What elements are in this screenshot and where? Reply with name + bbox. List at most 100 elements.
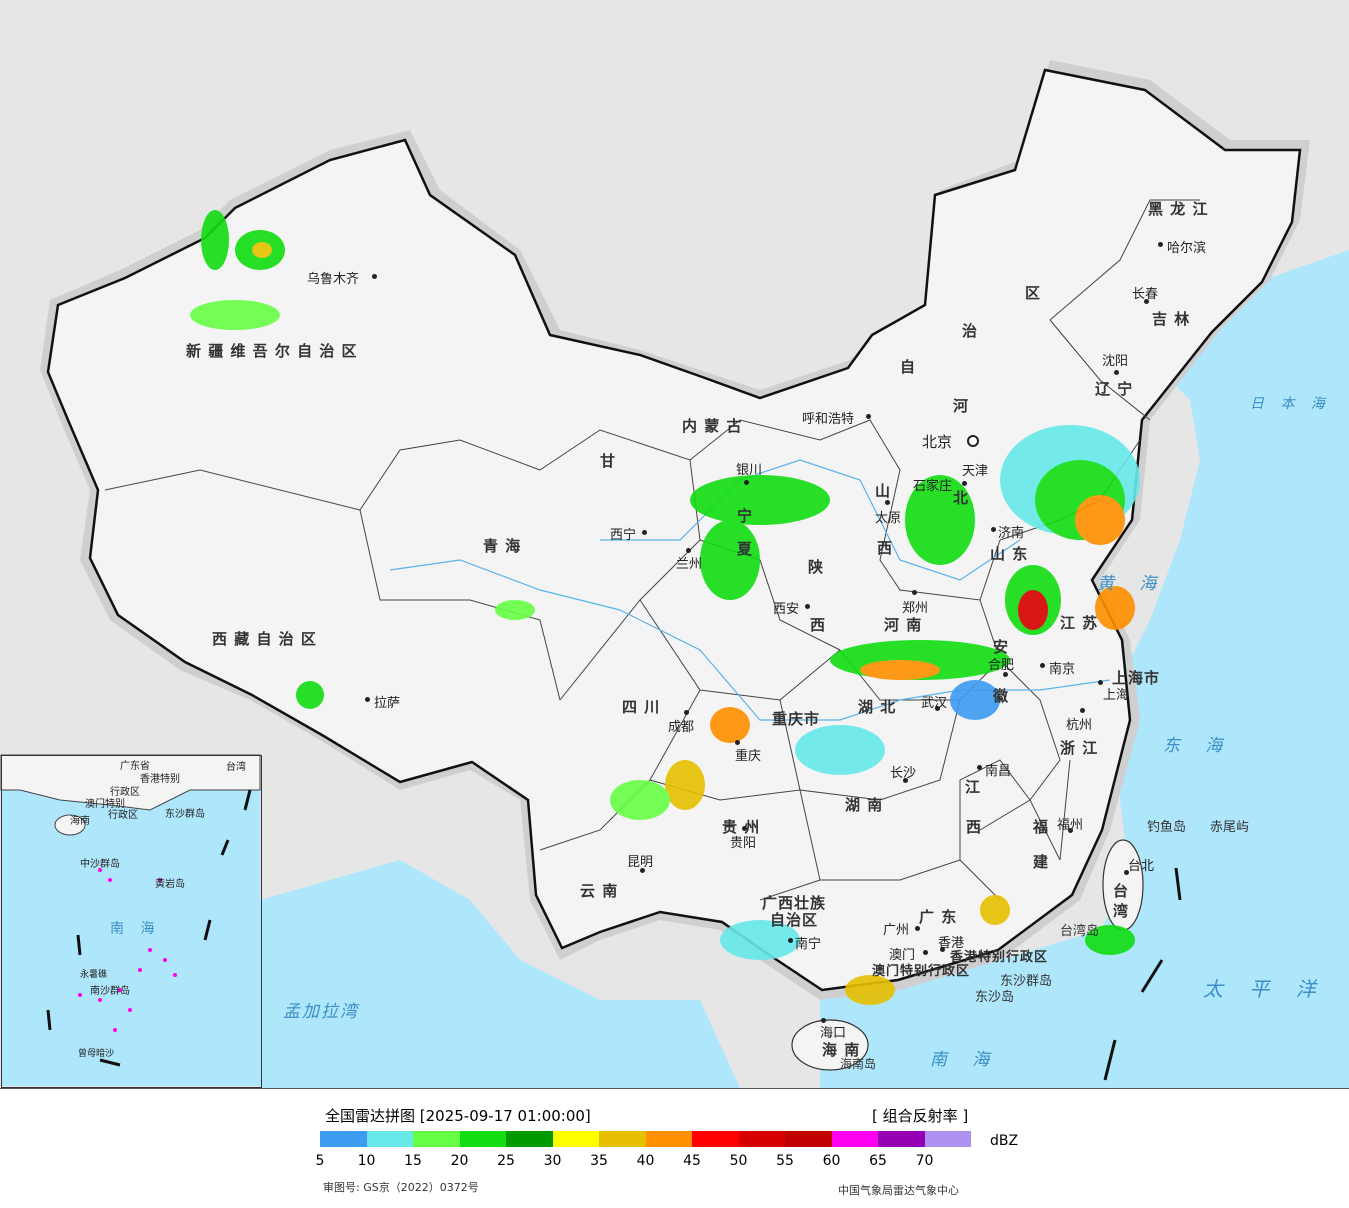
city-label: 石家庄 [913,479,953,494]
island-label: 赤尾屿 [1210,820,1250,835]
city-marker [1040,663,1045,668]
hainan-island [791,1019,869,1071]
inset-label: 永暑礁 [80,970,108,980]
tick-label: 65 [869,1153,887,1169]
sea-label-yellow: 黄 海 [1097,574,1167,594]
island-label: 东沙群岛 [1000,974,1053,989]
tick-label: 15 [404,1153,422,1169]
inset-label: 南沙群岛 [90,986,130,997]
tick-label: 55 [776,1153,794,1169]
region-label-ningxia-xia: 夏 [737,540,754,558]
inset-islands [78,868,177,1032]
city-marker [912,590,917,595]
region-label-hainan: 海 南 [822,1041,861,1059]
region-label-qinghai: 青 海 [483,537,522,555]
inset-map [1,755,260,1086]
region-label-guangxi-zizhiqu: 自治区 [770,911,819,929]
tick-label: 40 [636,1153,655,1169]
city-label: 长春 [1132,287,1159,302]
city-marker [991,527,996,532]
region-label-sichuan: 四 川 [622,698,661,716]
city-marker [821,1018,826,1023]
region-label-jiangxi-jiang: 江 [965,778,982,796]
city-label: 西宁 [610,528,637,543]
city-label: 拉萨 [374,696,401,711]
city-marker [742,826,747,831]
city-marker [1158,242,1163,247]
region-label-henan: 河 南 [884,616,923,634]
region-label-hubei: 湖 北 [858,698,897,716]
city-marker [788,938,793,943]
city-label: 南昌 [985,764,1012,779]
inset-frame [1,755,262,1088]
sea-label-east: 东 海 [1163,736,1233,756]
color-swatch [738,1131,785,1147]
region-label-guizhou: 贵 州 [722,818,761,836]
city-label: 合肥 [988,658,1015,673]
region-label-neimenggu: 内 蒙 古 [682,417,743,435]
region-label-shanxi-shan: 山 [875,482,892,500]
city-marker [940,947,945,952]
region-label-shaanxi-shan: 陕 [808,558,825,576]
city-label: 西安 [773,602,800,617]
city-label-capital: 北京 [922,433,953,451]
region-label-anhui-an: 安 [993,638,1010,656]
city-marker [903,778,908,783]
city-marker [1114,370,1119,375]
island-label: 东沙岛 [975,990,1015,1005]
region-label-neimenggu-qu: 区 [1025,284,1042,302]
color-swatch [785,1131,832,1147]
inset-label: 黄岩岛 [155,879,185,890]
credit-label: 中国气象局雷达气象中心 [838,1184,959,1197]
sea-label-pacific: 太 平 洋 [1203,977,1326,1001]
region-label-jiangxi-xi: 西 [966,818,983,836]
city-label: 济南 [998,526,1025,541]
city-marker [866,414,871,419]
legend-panel: 全国雷达拼图 [2025-09-17 01:00:00] [ 组合反射率 ] 5… [0,1089,1349,1208]
city-marker [1144,299,1149,304]
city-label: 昆明 [627,855,654,870]
city-marker [805,604,810,609]
tick-label: 35 [590,1153,608,1169]
region-label-anhui-hui: 徽 [993,687,1010,705]
tick-label: 45 [683,1153,701,1169]
region-label-yunnan: 云 南 [580,882,619,900]
tick-label: 30 [543,1153,562,1169]
region-label-jiangsu: 江 苏 [1060,614,1099,632]
city-marker [962,481,967,486]
region-label-xinjiang: 新 疆 维 吾 尔 自 治 区 [186,342,358,360]
tick-label: 50 [729,1153,748,1169]
tick-label: 10 [357,1153,376,1169]
city-marker [1098,680,1103,685]
inset-label: 台湾 [226,762,246,773]
color-scale-bar [320,1131,971,1147]
city-marker [684,710,689,715]
inset-label: 东沙群岛 [165,809,205,820]
city-marker [915,926,920,931]
region-label-guangxi: 广西壮族 [762,894,827,912]
region-label-gansu: 甘 [600,452,617,470]
city-label: 贵阳 [730,836,757,851]
inset-sea-label: 南 海 [110,921,161,937]
color-swatch [413,1131,460,1147]
inset-label: 行政区 [110,787,140,798]
city-label: 上海 [1103,688,1130,703]
region-label-ningxia-ning: 宁 [737,507,754,525]
sea-bengal [260,860,740,1088]
city-label: 郑州 [902,601,929,616]
city-label: 乌鲁木齐 [307,272,360,287]
city-marker [885,500,890,505]
region-label-taiwan-wan: 湾 [1113,902,1130,920]
nine-dash-line [1103,867,1182,1081]
inset-label: 香港特别 [140,774,180,785]
map-canvas [0,60,1349,1088]
region-label-neimenggu-zi: 自 [900,358,917,376]
region-label-guangdong: 广 东 [919,908,958,926]
radar-map[interactable]: 新 疆 维 吾 尔 自 治 区 西 藏 自 治 区 青 海 甘 内 蒙 古 自 … [0,0,1349,1089]
product-name: [ 组合反射率 ] [872,1107,969,1125]
tick-label: 25 [497,1153,515,1169]
inset-label: 行政区 [108,810,138,821]
inset-label: 曾母暗沙 [78,1049,115,1059]
unit-label: dBZ [990,1133,1019,1149]
color-swatch [366,1131,413,1147]
